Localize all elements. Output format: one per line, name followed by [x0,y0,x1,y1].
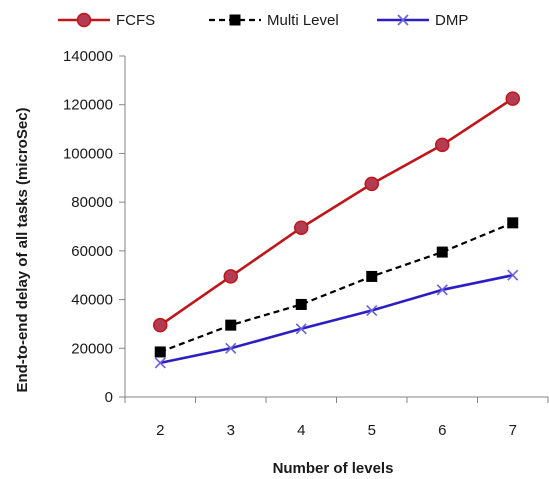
y-axis-title: End-to-end delay of all tasks (microSec) [14,107,31,392]
series-line [159,97,514,327]
y-tick-label: 20000 [71,340,113,357]
x-axis-title: Number of levels [273,460,394,477]
data-point [366,270,378,282]
data-point [154,357,166,369]
data-point [295,323,307,335]
data-point [507,269,519,281]
data-point [153,317,168,333]
data-point [436,246,448,258]
series-dmp [154,269,519,369]
legend-item: DMP [377,12,468,29]
data-point [364,176,379,192]
data-point [436,284,448,296]
legend-label: Multi Level [267,12,339,29]
y-tick-label: 60000 [71,243,113,260]
y-axis: 0 20000 40000 60000 80000 100000 120000 140000 [63,48,126,406]
legend-label: FCFS [116,12,155,29]
x-axis: 2 3 4 5 6 7 [124,396,549,439]
legend-marker [229,14,241,26]
series-line [159,273,514,365]
legend-label: DMP [435,12,468,29]
data-point [225,342,237,354]
legend-item: FCFS [58,12,155,29]
y-tick-label: 80000 [71,194,113,211]
data-point [225,319,237,331]
data-point [505,91,520,106]
x-tick-label: 6 [438,422,446,439]
x-tick-label: 3 [227,422,235,439]
legend-item: Multi Level [209,12,339,29]
series-multi-level [154,217,519,358]
x-tick-label: 2 [156,422,164,439]
series-fcfs [153,91,520,333]
x-tick-label: 7 [509,422,517,439]
x-tick-label: 5 [368,422,376,439]
data-point [507,217,519,229]
y-tick-label: 0 [105,389,113,406]
data-point [294,220,309,235]
y-tick-label: 100000 [63,145,113,162]
y-tick-label: 40000 [71,292,113,309]
data-point [154,346,166,358]
series-line [159,221,514,353]
y-tick-label: 140000 [63,48,113,65]
legend-marker [397,14,409,26]
data-point [223,269,238,284]
data-point [366,304,378,317]
data-point [295,298,307,310]
y-tick-label: 120000 [63,97,113,114]
x-tick-label: 4 [297,422,305,439]
data-point [435,137,450,153]
series-layer [153,91,520,369]
legend: FCFS Multi Level DMP [58,12,468,29]
legend-marker [76,12,92,28]
